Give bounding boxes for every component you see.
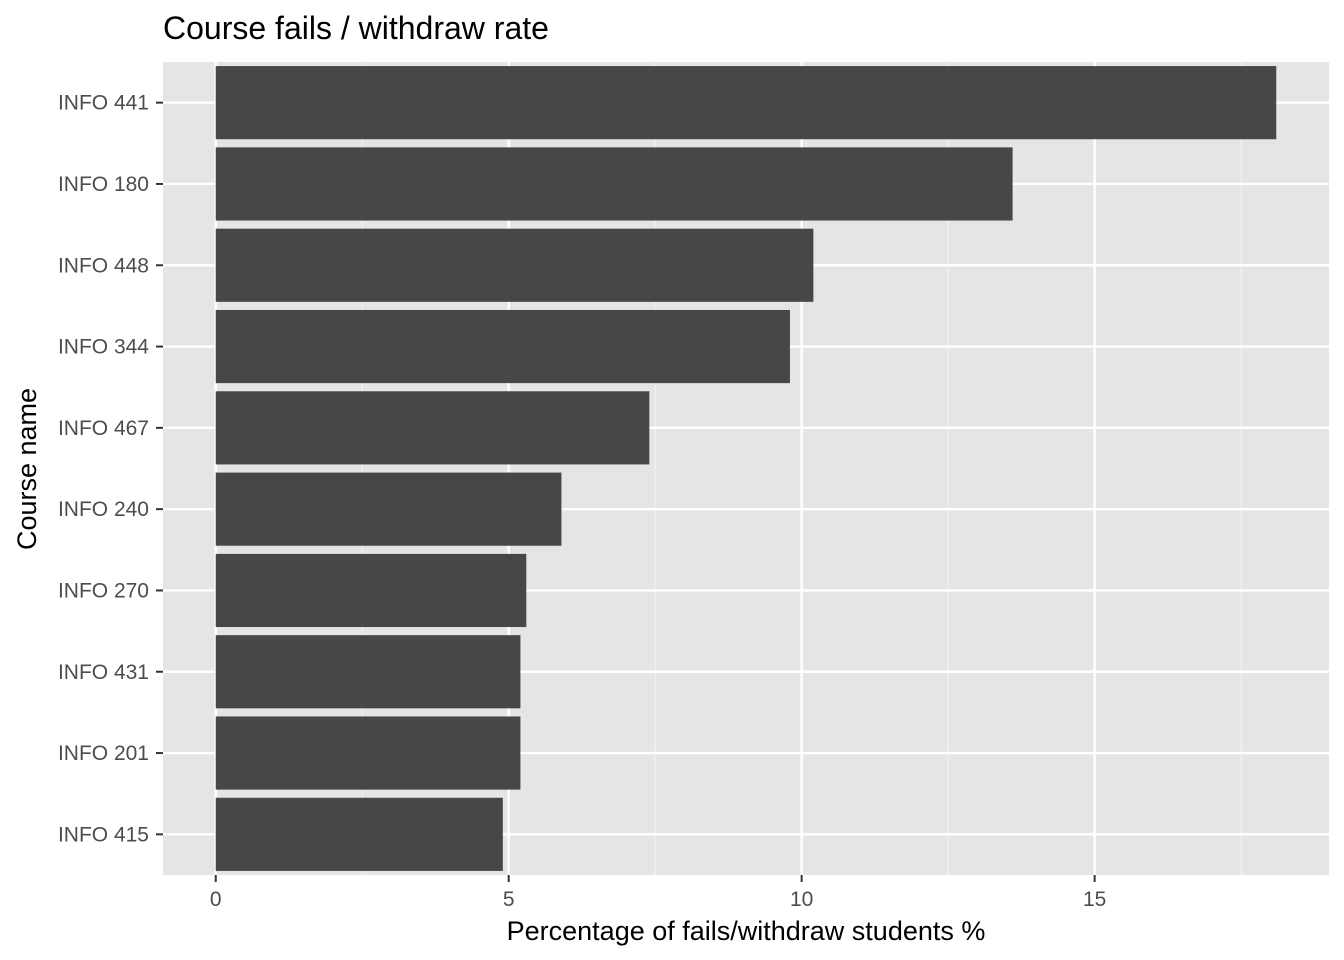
y-tick-label: INFO 441 <box>58 92 149 115</box>
chart-title: Course fails / withdraw rate <box>163 10 549 46</box>
y-tick-label: INFO 270 <box>58 579 149 602</box>
x-axis: 0 5 10 15 <box>210 875 1106 911</box>
bar <box>215 147 1013 221</box>
bar <box>215 391 650 465</box>
bar <box>215 797 503 871</box>
x-axis-title: Percentage of fails/withdraw students % <box>507 916 986 946</box>
y-axis: INFO 441 INFO 180 INFO 448 INFO 344 INFO 467… <box>58 92 163 846</box>
bar <box>215 66 1277 140</box>
y-tick-label: INFO 180 <box>58 173 149 196</box>
x-tick-label: 10 <box>790 888 813 911</box>
bar <box>215 553 527 628</box>
x-tick-label: 5 <box>503 888 515 911</box>
bar <box>215 309 790 384</box>
y-tick-label: INFO 448 <box>58 254 149 277</box>
y-tick-label: INFO 467 <box>58 417 149 440</box>
y-tick-label: INFO 344 <box>58 336 149 359</box>
y-tick-label: INFO 431 <box>58 661 149 684</box>
bar <box>215 635 521 709</box>
bar <box>215 716 521 790</box>
bar <box>215 228 814 302</box>
y-tick-label: INFO 240 <box>58 498 149 521</box>
x-tick-label: 0 <box>210 888 222 911</box>
y-tick-label: INFO 201 <box>58 742 149 765</box>
x-tick-label: 15 <box>1083 888 1106 911</box>
bar <box>215 472 562 546</box>
y-axis-title: Course name <box>12 388 42 550</box>
bars <box>215 66 1277 871</box>
y-tick-label: INFO 415 <box>58 823 149 846</box>
